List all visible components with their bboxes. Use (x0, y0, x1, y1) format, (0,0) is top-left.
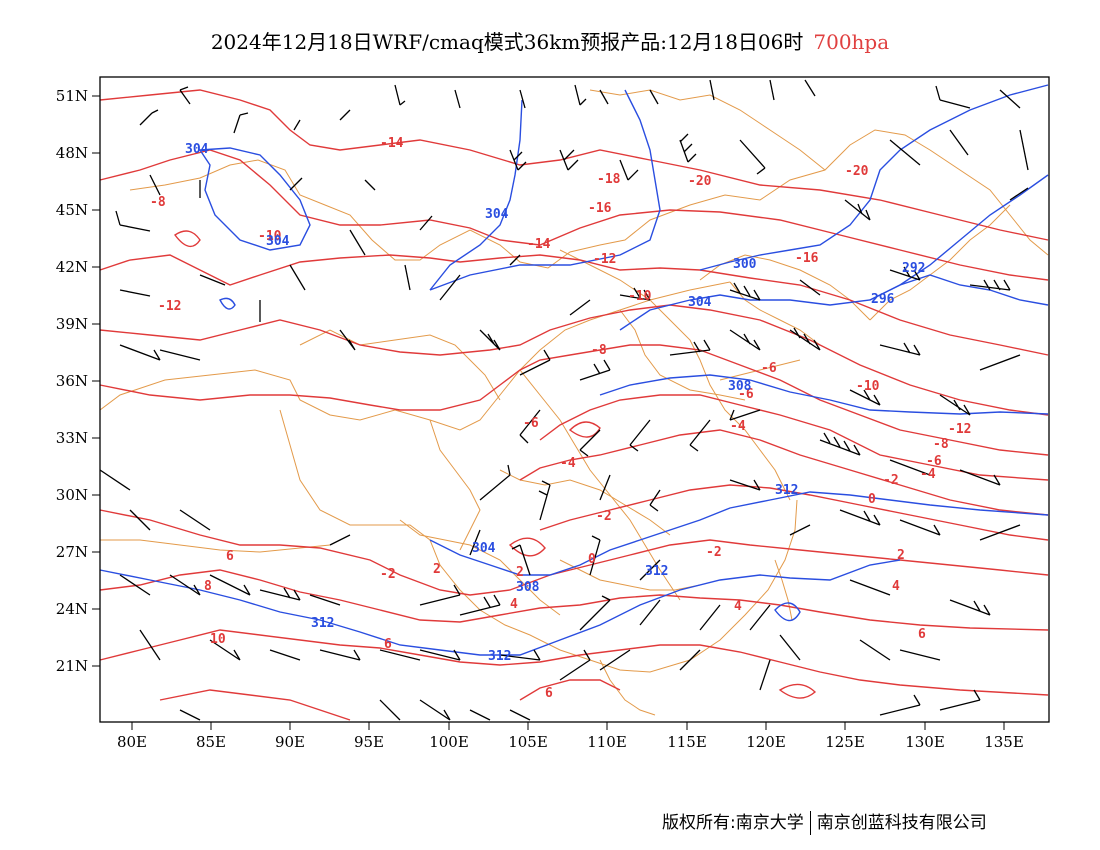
height-label: 304 (688, 295, 712, 310)
temp-label: -12 (158, 299, 181, 314)
temp-label: 0 (868, 492, 876, 507)
temp-label: -20 (688, 174, 712, 189)
height-label: 304 (185, 142, 209, 157)
temp-label: -6 (761, 361, 777, 376)
temp-label: 0 (588, 552, 596, 567)
lat-label: 21N (56, 657, 88, 675)
temp-label: -14 (380, 136, 404, 151)
temp-label: -10 (628, 289, 652, 304)
wind-barbs (99, 79, 1029, 721)
temp-label: -10 (258, 229, 282, 244)
temp-label: -4 (920, 467, 936, 482)
temp-label: -2 (596, 509, 612, 524)
temp-label: -16 (795, 251, 819, 266)
temp-label: -8 (933, 437, 949, 452)
footer-divider (809, 811, 811, 835)
temp-label: -14 (527, 237, 551, 252)
temp-label: 8 (204, 579, 212, 594)
lon-label: 115E (667, 733, 707, 751)
lat-label: 39N (56, 315, 88, 333)
lat-label: 48N (56, 144, 88, 162)
temp-label: -12 (948, 422, 971, 437)
temp-label: 4 (510, 597, 518, 612)
lon-label: 130E (905, 733, 945, 751)
height-label: 296 (871, 292, 895, 307)
temp-label: 10 (210, 632, 226, 647)
height-label: 304 (485, 207, 509, 222)
temp-label: 6 (545, 686, 553, 701)
copyright-owner: 版权所有:南京大学 (662, 813, 804, 833)
temp-label: -2 (380, 567, 396, 582)
height-contours (99, 84, 1049, 656)
temp-label: 6 (918, 627, 926, 642)
height-label: 312 (488, 649, 511, 664)
longitude-axis: 80E 85E 90E 95E 100E 105E 110E 115E 120E… (117, 722, 1024, 751)
lon-label: 110E (587, 733, 627, 751)
temp-label: -6 (738, 387, 754, 402)
temp-label: 2 (516, 565, 524, 580)
height-label: 312 (775, 483, 798, 498)
copyright-company: 南京创蓝科技有限公司 (816, 813, 987, 833)
temp-label: -2 (883, 473, 899, 488)
plot-area (100, 77, 1049, 722)
lat-label: 45N (56, 201, 88, 219)
temp-label: 4 (734, 599, 742, 614)
lon-label: 125E (825, 733, 865, 751)
temp-label: -8 (150, 195, 166, 210)
temp-label: -8 (591, 343, 607, 358)
temp-label: 6 (384, 637, 392, 652)
temp-label: -2 (706, 545, 722, 560)
lon-label: 90E (275, 733, 305, 751)
lon-label: 95E (354, 733, 384, 751)
pressure-level-label: 700hpa (813, 30, 890, 54)
lon-label: 120E (746, 733, 786, 751)
temp-label: -10 (856, 379, 880, 394)
lat-label: 30N (56, 486, 88, 504)
height-label: 312 (311, 616, 334, 631)
temp-label: -16 (588, 201, 612, 216)
temp-label: 2 (897, 548, 905, 563)
height-labels: 304 304 304 304 304 300 296 292 308 308 … (185, 142, 925, 664)
lat-label: 27N (56, 543, 88, 561)
map-title: 2024年12月18日WRF/cmaq模式36km预报产品:12月18日06时 7… (0, 26, 1100, 55)
temp-label: -4 (730, 419, 746, 434)
temp-label: -18 (597, 172, 621, 187)
plot-frame (99, 76, 1050, 723)
lon-label: 80E (117, 733, 147, 751)
height-label: 312 (645, 564, 668, 579)
latitude-axis: 51N 48N 45N 42N 39N 36N 33N 30N 27N 24N … (56, 87, 100, 675)
height-label: 292 (902, 261, 925, 276)
height-label: 308 (728, 379, 752, 394)
temp-label: -20 (845, 164, 869, 179)
lat-label: 42N (56, 258, 88, 276)
lon-label: 135E (984, 733, 1024, 751)
height-label: 304 (472, 541, 496, 556)
lat-label: 51N (56, 87, 88, 105)
lon-label: 85E (196, 733, 226, 751)
temp-label: -4 (560, 456, 576, 471)
height-label: 304 (266, 234, 290, 249)
lat-label: 36N (56, 372, 88, 390)
temperature-labels: -20 -20 -18 -16 -16 -14 -14 -12 -12 -12 … (150, 136, 971, 701)
height-label: 300 (733, 257, 757, 272)
temp-label: -6 (523, 416, 539, 431)
height-label: 308 (516, 580, 540, 595)
copyright-footer: 版权所有:南京大学 南京创蓝科技有限公司 (662, 808, 987, 835)
title-text: 2024年12月18日WRF/cmaq模式36km预报产品:12月18日06时 (210, 30, 804, 54)
temp-label: 6 (226, 549, 234, 564)
temp-label: 4 (892, 579, 900, 594)
lon-label: 105E (508, 733, 548, 751)
temp-label: 2 (433, 562, 441, 577)
temp-label: -6 (926, 454, 942, 469)
lat-label: 33N (56, 429, 88, 447)
temp-label: -12 (593, 252, 616, 267)
lon-label: 100E (429, 733, 469, 751)
boundary-lines (99, 89, 1049, 716)
lat-label: 24N (56, 600, 88, 618)
